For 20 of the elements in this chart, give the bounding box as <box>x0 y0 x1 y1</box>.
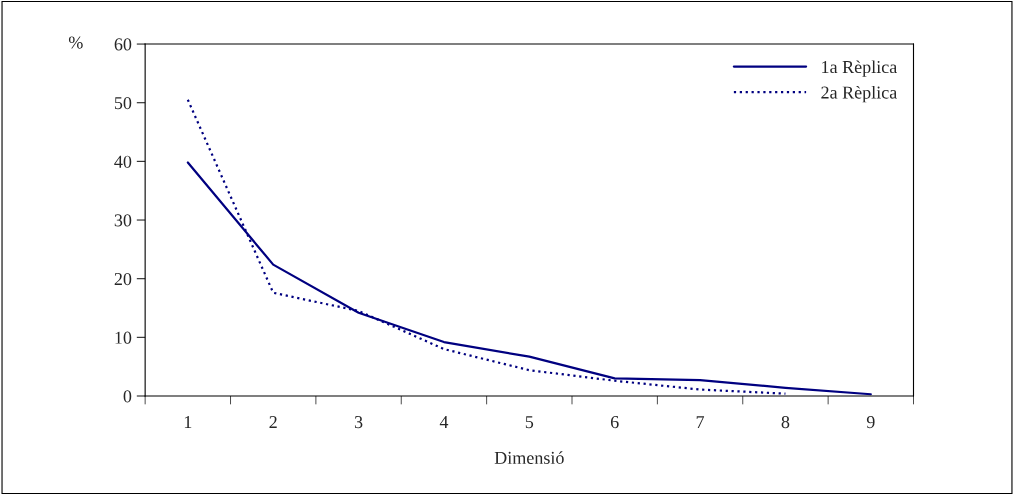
x-axis-title: Dimensió <box>494 451 564 464</box>
y-tick-label: 40 <box>114 155 132 168</box>
x-tick-label: 9 <box>866 416 875 429</box>
x-tick-label: 6 <box>610 416 619 429</box>
y-tick-label: 60 <box>114 38 132 51</box>
x-tick-label: 8 <box>781 415 790 429</box>
y-tick-label: 10 <box>115 331 132 344</box>
x-tick-label: 1 <box>184 416 192 428</box>
x-tick-label: 5 <box>525 416 534 429</box>
legend-label: 2a Rèplica <box>821 85 897 103</box>
y-tick-label: 50 <box>114 96 132 110</box>
x-tick-label: 4 <box>439 416 449 428</box>
x-tick-label: 3 <box>354 416 363 429</box>
y-axis-title: % <box>68 36 83 49</box>
x-tick-label: 7 <box>696 416 705 428</box>
y-tick-label: 20 <box>114 272 132 286</box>
y-tick-label: 0 <box>123 390 132 403</box>
x-tick-label: 2 <box>269 416 277 428</box>
y-tick-label: 30 <box>114 214 132 227</box>
legend-label: 1a Rèplica <box>822 60 897 77</box>
